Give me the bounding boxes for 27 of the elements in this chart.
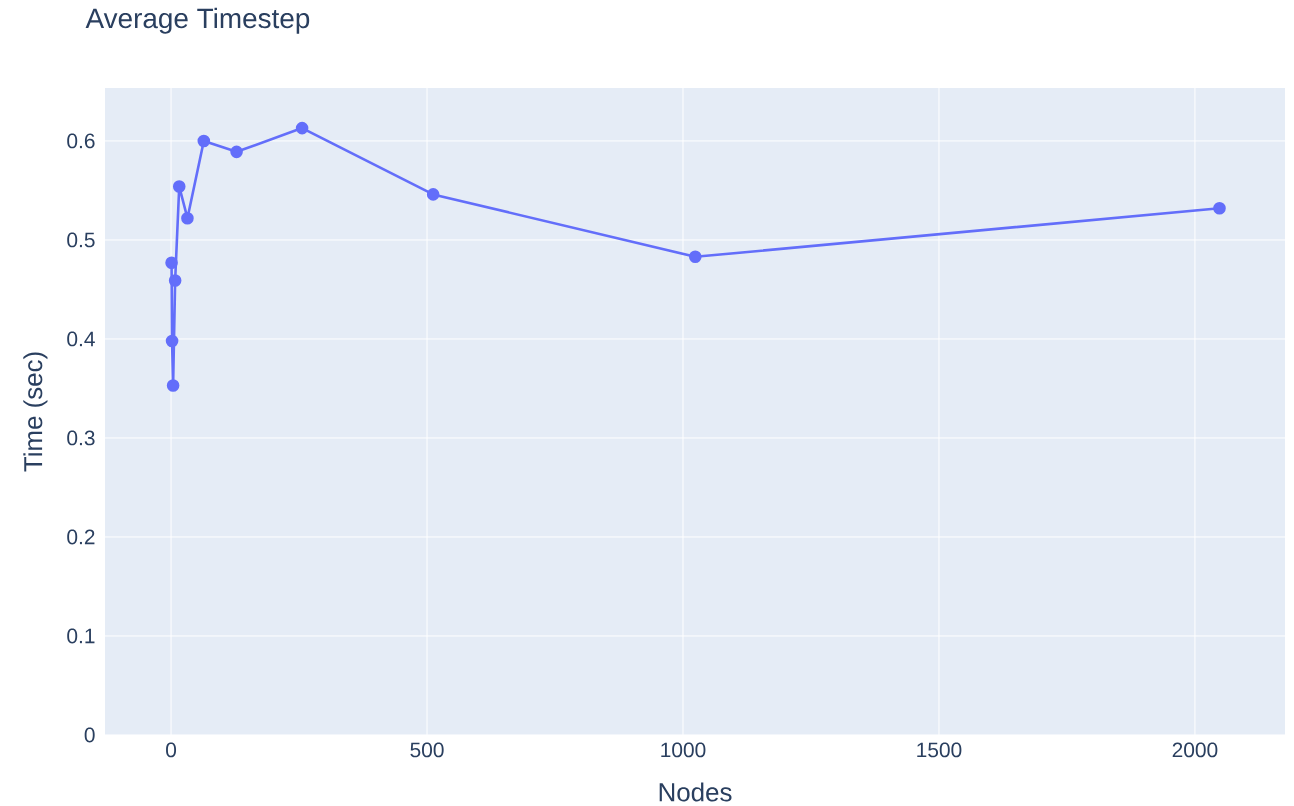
point [168, 274, 182, 287]
point [165, 334, 179, 348]
point [197, 134, 211, 148]
point [166, 379, 180, 392]
y-tick-label: 0.4 [67, 331, 95, 347]
y-tick-label: 0.6 [67, 133, 95, 149]
chart-title: Average Timestep [85, 7, 310, 34]
point [688, 250, 702, 264]
x-axis-title: Nodes [659, 782, 732, 802]
x-tick-label: 2000 [1172, 742, 1218, 758]
y-tick-label: 0.3 [67, 430, 95, 446]
y-tick-label: 0.2 [67, 529, 95, 545]
x-tick-label: 500 [410, 742, 444, 758]
point [230, 145, 243, 159]
point [1213, 201, 1226, 215]
point [172, 180, 186, 193]
point [295, 121, 309, 135]
x-tick-label: 0 [166, 742, 177, 758]
point [165, 256, 178, 270]
point [181, 211, 194, 225]
x-tick-label: 1000 [661, 742, 706, 758]
y-tick-label: 0 [84, 727, 95, 743]
x-tick-label: 1500 [917, 742, 962, 758]
y-tick-label: 0.5 [67, 232, 95, 248]
y-axis-title: Time (sec) [23, 352, 48, 472]
point [426, 188, 440, 201]
y-tick-label: 0.1 [67, 628, 95, 644]
